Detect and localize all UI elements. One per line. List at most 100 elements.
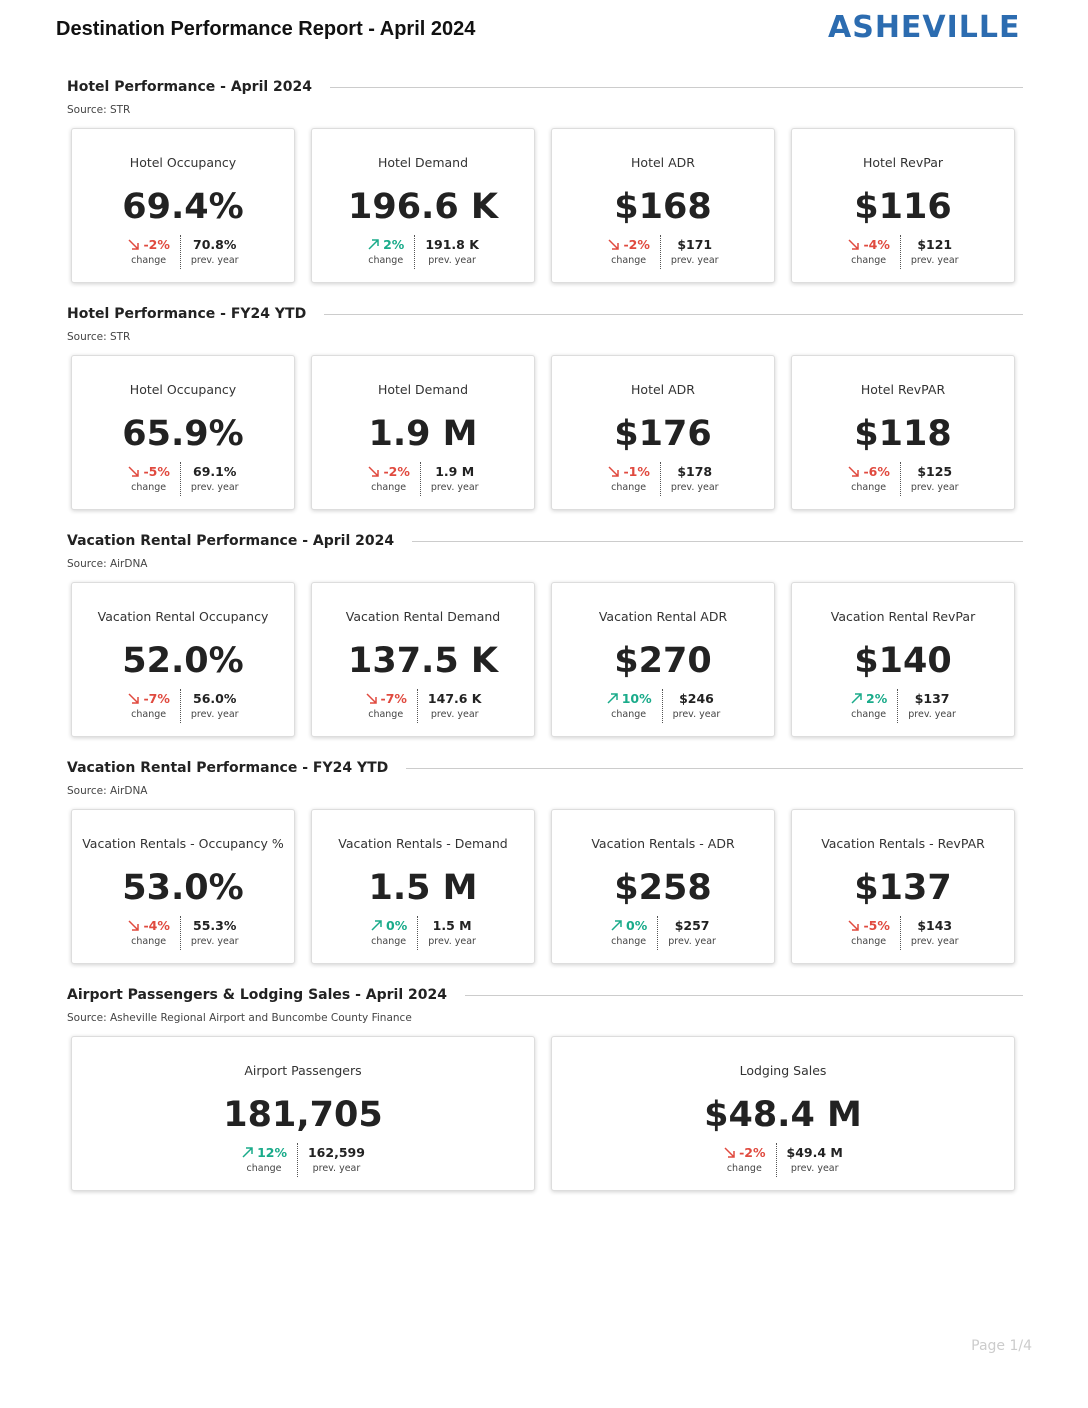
change-column: 0% change [360,916,417,950]
kpi-compare: -7% change 56.0% prev. year [72,689,294,723]
change-caption: change [131,709,167,720]
prev-column: 147.6 K prev. year [418,689,492,723]
kpi-compare: -1% change $178 prev. year [552,462,774,496]
kpi-value: 196.6 K [347,187,498,227]
trend-arrow [365,692,377,704]
section-rule [412,540,1023,542]
page-number: Page 1/4 [971,1338,1032,1354]
prev-value: $137 [914,690,950,706]
kpi-compare: 10% change $246 prev. year [552,689,774,723]
trend-arrow [724,1146,735,1158]
kpi-label: Vacation Rentals - Occupancy % [82,836,284,851]
kpi-label: Vacation Rentals - Demand [338,836,508,851]
change-value: -2% [367,462,410,480]
kpi-label: Vacation Rental ADR [598,609,728,624]
kpi-label: Vacation Rental RevPar [830,609,976,624]
change-caption: change [246,1163,282,1174]
kpi-compare: 2% change $137 prev. year [792,689,1014,723]
kpi-card: Vacation Rental Occupancy 52.0% -7% change 5… [71,582,295,737]
prev-caption: prev. year [670,482,719,493]
prev-value: 1.9 M [435,463,475,479]
kpi-label: Hotel ADR [631,382,695,397]
section-header: Vacation Rental Performance - FY24 YTD [67,760,1023,776]
kpi-label: Hotel Occupancy [129,382,237,397]
kpi-card: Vacation Rentals - ADR $258 0% change $257 pr… [551,809,775,964]
change-value: -6% [847,462,890,480]
divider [775,1143,777,1177]
change-column: -4% change [837,235,899,269]
prev-value: $257 [674,917,710,933]
kpi-card: Hotel RevPAR $118 -6% change $125 prev. year [791,355,1015,510]
section-header: Hotel Performance - FY24 YTD [67,306,1023,322]
change-text: 0% [386,917,408,933]
trend-arrow [848,919,860,931]
section-source: Source: AirDNA [67,785,148,797]
trend-arrow [128,692,140,704]
change-column: -5% change [837,916,899,950]
kpi-value: $48.4 M [704,1095,862,1135]
change-column: -6% change [837,462,899,496]
change-caption: change [611,255,647,266]
change-text: -2% [143,236,170,252]
prev-caption: prev. year [670,255,719,266]
trend-arrow [128,238,140,250]
divider [659,462,661,496]
change-text: 2% [383,236,405,252]
trend-arrow [368,238,379,250]
kpi-card: Vacation Rental RevPar $140 2% change $137 pr… [791,582,1015,737]
kpi-value: 1.5 M [368,868,478,908]
kpi-value: 53.0% [122,868,244,908]
section-source: Source: Asheville Regional Airport and B… [67,1012,412,1024]
kpi-compare: -2% change 70.8% prev. year [72,235,294,269]
kpi-compare: -5% change $143 prev. year [792,916,1014,950]
prev-column: $121 prev. year [901,235,969,269]
kpi-card: Hotel Demand 1.9 M -2% change 1.9 M prev. yea… [311,355,535,510]
change-text: 0% [626,917,648,933]
change-value: -5% [847,916,890,934]
kpi-label: Hotel Demand [377,155,469,170]
prev-caption: prev. year [428,255,476,266]
trend-arrow [128,465,140,477]
section-title: Hotel Performance - April 2024 [67,79,313,95]
divider [179,235,181,269]
divider [659,235,661,269]
kpi-compare: -4% change $121 prev. year [792,235,1014,269]
kpi-compare: -2% change $49.4 M prev. year [552,1143,1014,1177]
kpi-value: $176 [614,414,712,454]
section-source: Source: AirDNA [67,558,148,570]
change-caption: change [368,255,404,266]
divider [296,1143,298,1177]
prev-caption: prev. year [190,709,239,720]
kpi-value: $140 [854,641,952,681]
prev-caption: prev. year [668,936,716,947]
prev-value: $246 [679,690,714,706]
divider [897,689,899,723]
logo: ASHEVILLE [828,10,1021,45]
prev-column: $257 prev. year [658,916,726,950]
kpi-label: Vacation Rentals - RevPAR [821,836,985,851]
kpi-card: Lodging Sales $48.4 M -2% change $49.4 M prev… [551,1036,1015,1191]
prev-value: 1.5 M [432,917,472,933]
change-column: -7% change [117,689,179,723]
section-header: Vacation Rental Performance - April 2024 [67,533,1023,549]
prev-caption: prev. year [672,709,721,720]
prev-caption: prev. year [790,1163,839,1174]
kpi-value: $116 [854,187,952,227]
change-text: -6% [863,463,890,479]
change-text: -2% [623,236,650,252]
kpi-label: Hotel RevPar [862,155,944,170]
prev-column: $246 prev. year [663,689,731,723]
divider [179,916,181,950]
prev-value: $143 [917,917,953,933]
kpi-compare: 0% change 1.5 M prev. year [312,916,534,950]
trend-arrow [848,238,860,250]
prev-caption: prev. year [430,709,479,720]
prev-column: 191.8 K prev. year [415,235,489,269]
prev-value: $171 [677,236,713,252]
change-caption: change [131,482,167,493]
prev-column: 1.5 M prev. year [418,916,486,950]
prev-value: $125 [917,463,953,479]
kpi-value: 181,705 [223,1095,383,1135]
change-caption: change [726,1163,762,1174]
